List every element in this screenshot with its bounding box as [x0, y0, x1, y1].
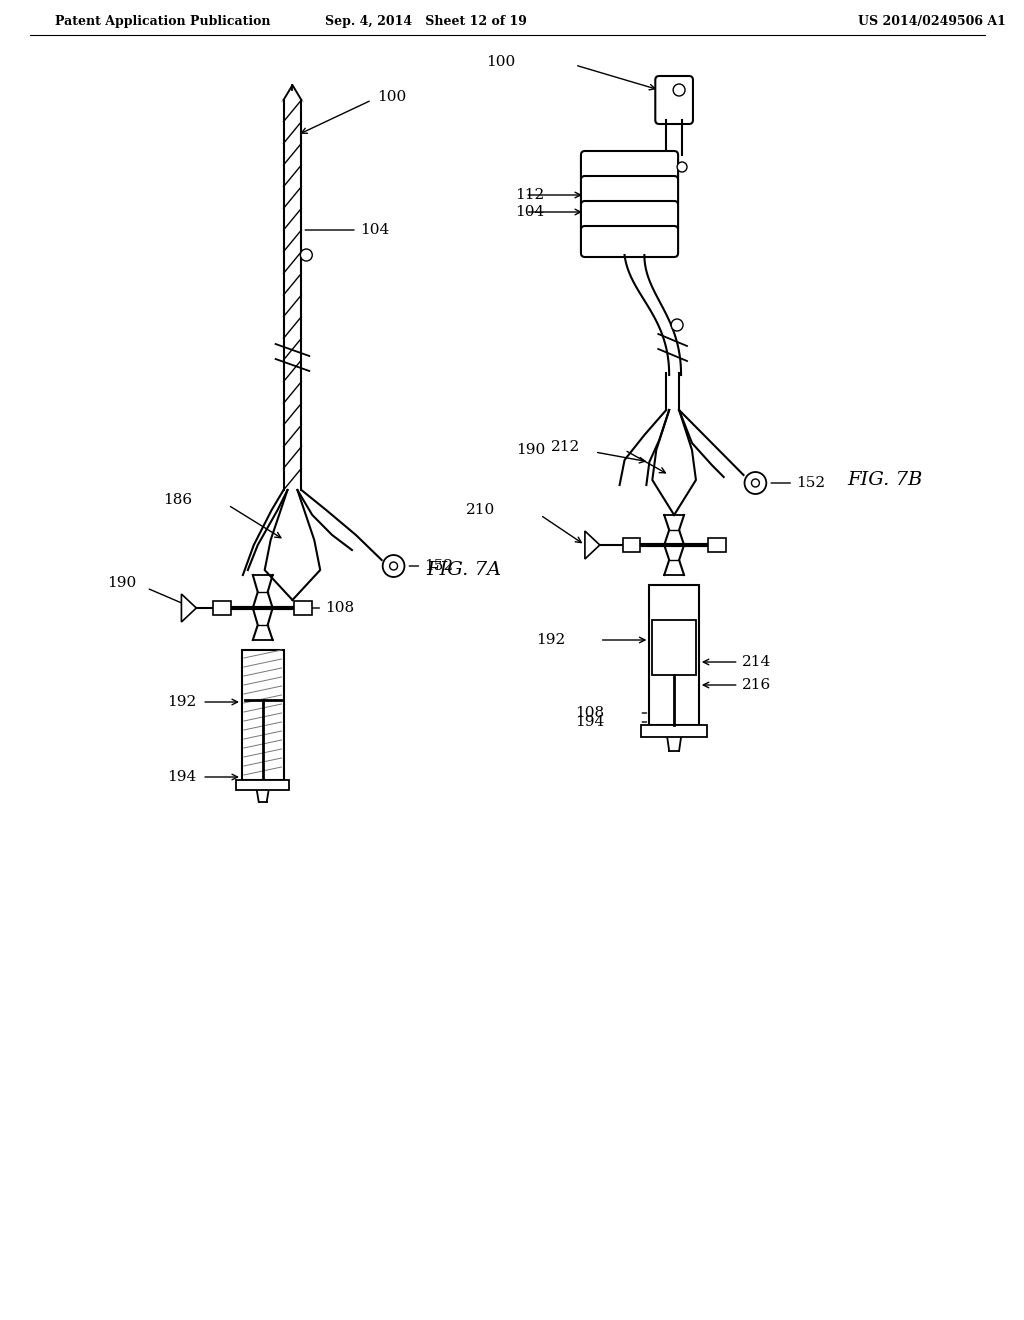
- Text: 192: 192: [536, 634, 565, 647]
- Bar: [623, 539, 640, 552]
- Text: FIG. 7A: FIG. 7A: [426, 561, 502, 579]
- Text: 194: 194: [575, 715, 605, 729]
- Text: 186: 186: [164, 492, 193, 507]
- Text: 104: 104: [515, 205, 545, 219]
- Text: FIG. 7B: FIG. 7B: [848, 471, 923, 488]
- Bar: [242, 649, 284, 780]
- Circle shape: [300, 249, 312, 261]
- Text: Sep. 4, 2014   Sheet 12 of 19: Sep. 4, 2014 Sheet 12 of 19: [326, 16, 527, 29]
- Circle shape: [673, 84, 685, 96]
- Text: Patent Application Publication: Patent Application Publication: [54, 16, 270, 29]
- Bar: [708, 539, 726, 552]
- Text: 104: 104: [359, 223, 389, 238]
- Bar: [213, 601, 231, 615]
- FancyBboxPatch shape: [581, 176, 678, 207]
- Text: 212: 212: [551, 440, 580, 454]
- Text: 100: 100: [486, 55, 515, 69]
- Text: 210: 210: [467, 503, 496, 517]
- Text: 216: 216: [741, 678, 771, 692]
- Text: 108: 108: [326, 601, 354, 615]
- Polygon shape: [282, 84, 303, 102]
- Circle shape: [744, 473, 766, 494]
- Polygon shape: [181, 594, 197, 622]
- Bar: [649, 585, 699, 725]
- Text: 112: 112: [515, 187, 545, 202]
- Text: 100: 100: [377, 90, 406, 104]
- Circle shape: [677, 162, 687, 172]
- FancyBboxPatch shape: [581, 150, 678, 182]
- Text: 108: 108: [575, 706, 605, 719]
- FancyBboxPatch shape: [581, 201, 678, 232]
- Polygon shape: [585, 531, 600, 558]
- Bar: [641, 725, 707, 737]
- Text: 190: 190: [108, 576, 136, 590]
- Text: 152: 152: [424, 558, 454, 573]
- Bar: [236, 780, 290, 789]
- Text: 214: 214: [741, 655, 771, 669]
- Text: 192: 192: [168, 696, 197, 709]
- Bar: [652, 620, 696, 675]
- Bar: [295, 601, 312, 615]
- Circle shape: [383, 554, 404, 577]
- FancyBboxPatch shape: [581, 226, 678, 257]
- Circle shape: [752, 479, 760, 487]
- Circle shape: [389, 562, 397, 570]
- Text: US 2014/0249506 A1: US 2014/0249506 A1: [858, 16, 1006, 29]
- Circle shape: [671, 319, 683, 331]
- FancyBboxPatch shape: [655, 77, 693, 124]
- Text: 152: 152: [796, 477, 825, 490]
- Text: 190: 190: [516, 444, 545, 457]
- Text: 194: 194: [168, 770, 197, 784]
